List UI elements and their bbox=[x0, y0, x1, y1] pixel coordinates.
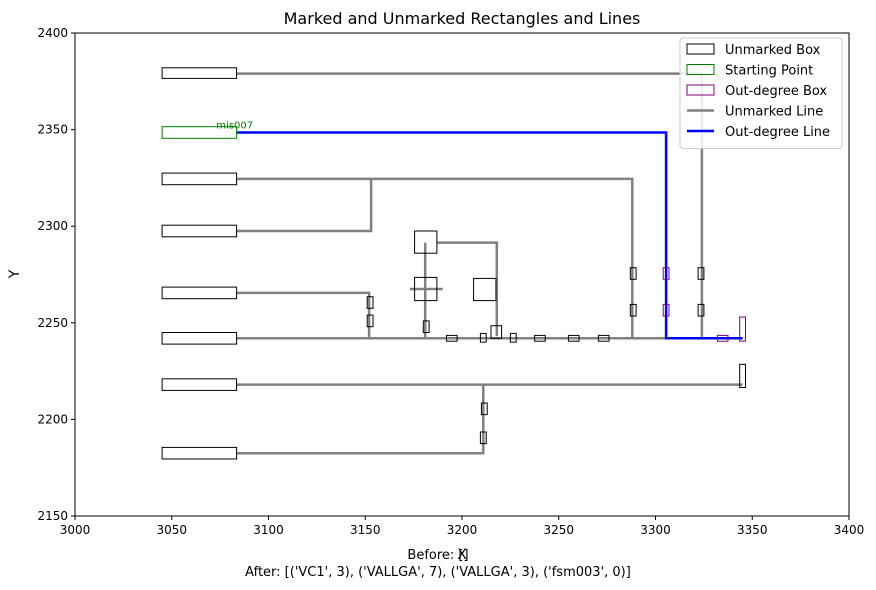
x-tick-label-8: 3400 bbox=[834, 523, 865, 537]
legend-label-3: Unmarked Line bbox=[725, 105, 823, 120]
axis-ticks: 3000 3050 3100 3150 3200 3250 3300 3350 3400 2150… bbox=[37, 26, 864, 537]
x-tick-label-3: 3150 bbox=[350, 523, 381, 537]
unmarked-box-7 bbox=[161, 446, 238, 460]
legend: Unmarked Box Starting Point Out-degree Box… bbox=[679, 37, 843, 149]
x-tick-label-5: 3250 bbox=[543, 523, 574, 537]
chart-title: Marked and Unmarked Rectangles and Lines bbox=[284, 9, 641, 28]
y-tick-label-0: 2150 bbox=[37, 509, 68, 523]
unmarked-line-2 bbox=[236, 178, 373, 233]
outdegree-box-26 bbox=[662, 303, 670, 317]
x-tick-label-0: 3000 bbox=[60, 523, 91, 537]
unmarked-box-29 bbox=[739, 363, 747, 388]
unmarked-box-22 bbox=[629, 303, 637, 317]
unmarked-box-4 bbox=[161, 286, 238, 300]
after-text: After: [('VC1', 3), ('VALLGA', 7), ('VAL… bbox=[245, 565, 631, 580]
x-tick-label-2: 3100 bbox=[253, 523, 284, 537]
outdegree-line-10 bbox=[236, 131, 743, 340]
y-tick-label-5: 2400 bbox=[37, 26, 68, 40]
legend-swatch-1 bbox=[686, 64, 715, 75]
unmarked-box-6 bbox=[161, 378, 238, 391]
unmarked-box-13 bbox=[422, 320, 430, 333]
x-tick-label-1: 3050 bbox=[156, 523, 187, 537]
unmarked-box-3 bbox=[161, 224, 238, 238]
unmarked-line-1 bbox=[236, 177, 634, 339]
x-tick-label-4: 3200 bbox=[447, 523, 478, 537]
legend-swatch-2 bbox=[686, 84, 715, 96]
legend-label-1: Starting Point bbox=[725, 64, 813, 79]
outdegree-box-28 bbox=[739, 316, 747, 342]
unmarked-box-31 bbox=[479, 431, 487, 445]
before-text: Before: [] bbox=[407, 548, 469, 563]
x-tick-label-6: 3300 bbox=[640, 523, 671, 537]
legend-label-2: Out-degree Box bbox=[725, 84, 827, 99]
unmarked-box-19 bbox=[567, 334, 580, 342]
outdegree-box-27 bbox=[716, 334, 729, 342]
unmarked-box-8 bbox=[414, 230, 438, 254]
y-tick-label-1: 2200 bbox=[37, 412, 68, 426]
unmarked-line-3 bbox=[236, 291, 371, 339]
unmarked-box-5 bbox=[161, 332, 238, 345]
unmarked-box-24 bbox=[697, 303, 705, 317]
y-tick-label-3: 2300 bbox=[37, 219, 68, 233]
unmarked-box-9 bbox=[414, 276, 438, 302]
unmarked-box-11 bbox=[366, 296, 374, 309]
unmarked-box-12 bbox=[366, 314, 374, 328]
unmarked-box-10 bbox=[473, 277, 497, 302]
legend-frame bbox=[679, 37, 843, 149]
starting-point-box-1 bbox=[161, 126, 238, 139]
y-axis-label: Y bbox=[7, 269, 23, 279]
unmarked-line-6 bbox=[236, 384, 485, 455]
unmarked-line-9 bbox=[436, 241, 499, 337]
legend-label-4: Out-degree Line bbox=[725, 125, 830, 140]
legend-label-0: Unmarked Box bbox=[725, 43, 821, 58]
unmarked-box-30 bbox=[480, 402, 488, 416]
unmarked-box-17 bbox=[509, 332, 517, 343]
boxes-layer bbox=[161, 67, 747, 460]
x-axis-label: X bbox=[457, 547, 467, 563]
outdegree-box-25 bbox=[662, 267, 670, 280]
legend-swatch-0 bbox=[686, 43, 715, 55]
unmarked-box-0 bbox=[161, 67, 238, 79]
unmarked-box-23 bbox=[697, 267, 705, 280]
unmarked-box-2 bbox=[161, 172, 238, 186]
annotations-layer: mis007 bbox=[216, 121, 253, 132]
y-tick-label-2: 2250 bbox=[37, 316, 68, 330]
unmarked-box-15 bbox=[479, 332, 487, 343]
y-tick-label-4: 2350 bbox=[37, 123, 68, 137]
lines-layer bbox=[236, 72, 743, 455]
unmarked-box-20 bbox=[597, 334, 610, 342]
unmarked-box-16 bbox=[490, 325, 503, 339]
annotation-label-0: mis007 bbox=[216, 121, 253, 132]
unmarked-box-18 bbox=[534, 334, 546, 342]
unmarked-box-21 bbox=[629, 267, 637, 280]
x-tick-label-7: 3350 bbox=[737, 523, 768, 537]
unmarked-box-14 bbox=[446, 334, 458, 342]
